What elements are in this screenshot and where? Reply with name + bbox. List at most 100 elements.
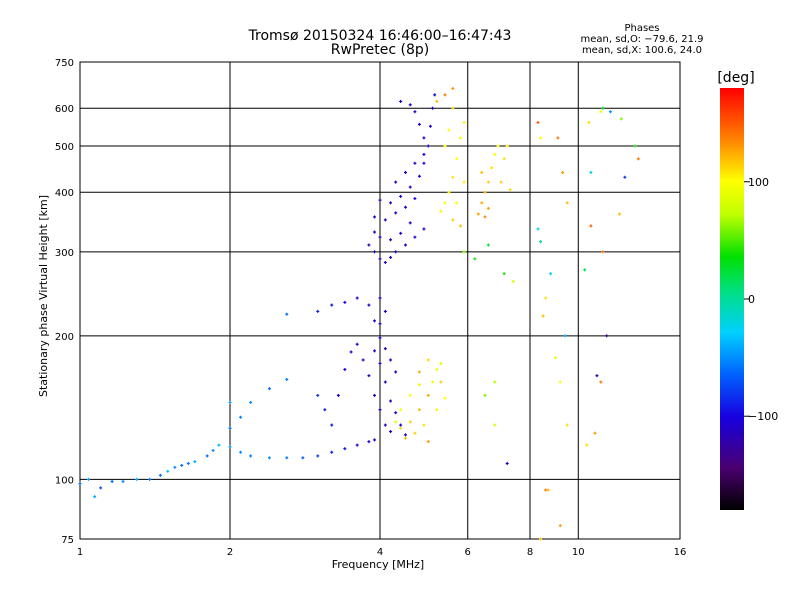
data-point-o [228,426,232,430]
data-point-x [443,201,447,205]
data-point-x [417,383,421,387]
data-point-o [422,161,426,165]
data-point-o [110,479,114,483]
data-point-o [417,122,421,126]
x-tick-label: 4 [377,547,383,558]
data-point-x [496,144,500,148]
data-point-o [367,374,371,378]
data-point-o [431,106,435,110]
data-point-x [619,117,623,121]
data-point-x [399,408,403,412]
colorbar-tick-label: 0 [748,293,755,306]
y-tick-label: 300 [55,248,74,259]
data-point-x [483,215,487,219]
chart-title: Tromsø 20150324 16:46:00–16:47:43 [248,28,512,44]
data-point-o [373,349,377,353]
data-point-x [558,524,562,528]
data-point-x [546,488,550,492]
data-point-x [605,334,609,338]
data-point-o [367,303,371,307]
data-point-x [587,121,591,125]
data-point-o [394,211,398,215]
data-point-o [367,440,371,444]
data-point-o [413,161,417,165]
y-tick-label: 600 [55,104,74,115]
data-point-o [378,198,382,202]
data-point-x [447,190,451,194]
data-point-o [367,243,371,247]
data-point-x [451,218,455,222]
data-point-o [383,423,387,427]
data-point-x [583,268,587,272]
data-point-x [589,170,593,174]
data-point-x [544,488,548,492]
y-tick-label: 750 [55,58,74,69]
data-point-o [166,469,170,473]
data-point-o [394,370,398,374]
data-point-x [502,272,506,276]
data-point-o [239,450,243,454]
phase-summary: Phases mean, sd,O: −79.6, 21.9 mean, sd,… [581,23,704,56]
colorbar: [deg] 100 0 −100 [717,70,778,510]
data-point-x [447,128,451,132]
chart-subtitle: RwPretec (8p) [331,42,429,58]
data-point-o [186,461,190,465]
data-point-x [490,166,494,170]
data-point-o [205,454,209,458]
data-point-x [417,408,421,412]
data-point-o [148,477,152,481]
x-tick-labels: 1 2 4 6 8 10 16 [77,547,687,558]
data-point-o [228,400,232,404]
data-point-o [399,99,403,103]
data-point-x [601,250,605,254]
data-point-x [431,380,435,384]
data-point-x [399,426,403,430]
data-point-o [399,194,403,198]
data-point-x [462,250,466,254]
data-point-o [389,358,393,362]
data-point-o [399,423,403,427]
x-tick-label: 10 [572,547,585,558]
data-point-x [505,461,509,465]
data-point-o [394,250,398,254]
data-point-o [417,174,421,178]
data-point-o [413,110,417,114]
y-tick-label: 100 [55,475,74,486]
data-point-o [378,296,382,300]
data-point-x [589,224,593,228]
data-point-x [483,190,487,194]
data-point-o [267,456,271,460]
data-point-x [536,121,540,125]
data-point-x [561,170,565,174]
data-point-x [435,408,439,412]
data-point-x [593,431,597,435]
data-point-o [408,185,412,189]
data-point-o [389,430,393,434]
data-point-x [408,420,412,424]
data-point-x [455,157,459,161]
data-point-o [316,393,320,397]
data-point-x [539,136,543,140]
data-point-x [508,188,512,192]
data-point-x [493,380,497,384]
y-tick-label: 75 [61,535,74,546]
data-point-o [389,238,393,242]
data-point-x [426,393,430,397]
data-point-x [623,175,627,179]
data-point-o [249,454,253,458]
data-point-o [316,454,320,458]
data-point-o [99,486,103,490]
data-point-x [443,396,447,400]
data-point-o [193,460,197,464]
data-point-x [558,380,562,384]
data-point-o [330,450,334,454]
data-point-o [373,393,377,397]
data-point-x [505,144,509,148]
data-point-x [544,296,548,300]
grid-lines [80,62,680,539]
data-point-o [399,231,403,235]
colorbar-label: [deg] [717,70,754,86]
data-point-x [439,361,443,365]
data-point-o [180,463,184,467]
